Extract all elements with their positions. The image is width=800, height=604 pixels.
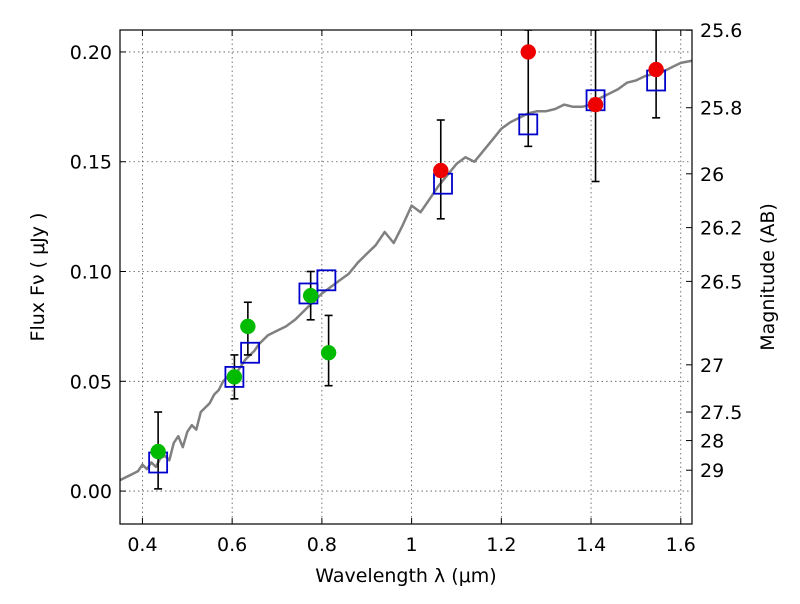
line-layer: [120, 59, 692, 482]
right-tick-label: 25.8: [700, 98, 742, 120]
y-tick-label: 0.00: [70, 481, 112, 503]
y-axis-label: Flux Fν ( μJy ): [27, 213, 49, 342]
model-photometry-square: [316, 269, 337, 292]
right-tick-label: 28: [700, 431, 724, 453]
sed-model-line: [120, 59, 692, 482]
optical-observation-point: [226, 369, 243, 385]
x-axis-label: Wavelength λ (μm): [315, 565, 496, 587]
x-tick-label: 0.8: [307, 534, 337, 556]
optical-observation-point: [302, 287, 319, 304]
x-tick-label: 1.2: [486, 534, 516, 556]
nir-observation-point: [587, 96, 604, 113]
y-tick-label: 0.05: [70, 371, 112, 393]
right-tick-label: 29: [700, 460, 724, 482]
right-tick-label: 26: [700, 164, 724, 186]
x-tick-label: 0.6: [217, 534, 247, 556]
right-tick-label: 26.2: [700, 218, 742, 240]
errorbar-layer: [154, 30, 661, 490]
y-tick-label: 0.15: [70, 152, 112, 174]
x-tick-label: 1.4: [576, 534, 606, 556]
y-tick-label: 0.10: [70, 262, 112, 284]
nir-observation-point: [520, 44, 537, 60]
model-photometry-square: [518, 113, 539, 136]
x-tick-label: 1: [406, 534, 418, 556]
right-tick-label: 27: [700, 355, 724, 377]
marker-layer: [148, 44, 667, 474]
model-photometry-square: [240, 341, 261, 364]
right-tick-label: 27.5: [700, 402, 742, 424]
x-tick-label: 0.4: [127, 534, 157, 556]
x-tick-label: 1.6: [666, 534, 696, 556]
nir-observation-point: [433, 162, 449, 179]
right-tick-label: 26.5: [700, 271, 742, 293]
right-axis-label: Magnitude (AB): [757, 203, 779, 351]
plot-area: [120, 30, 692, 490]
nir-observation-point: [648, 61, 664, 78]
optical-observation-point: [320, 344, 337, 361]
tick-layer: 0.4 0.6 0.8 1 1.2 1.4 1.6 0.00 0.05 0.10 0.15 0.20 2…: [70, 20, 743, 556]
optical-observation-point: [240, 318, 256, 335]
optical-observation-point: [150, 443, 166, 460]
y-tick-label: 0.20: [70, 42, 112, 64]
grid-layer: [120, 30, 692, 524]
model-photometry-square: [224, 365, 245, 388]
plot-frame: [119, 29, 693, 525]
right-tick-label: 25.6: [700, 20, 742, 42]
